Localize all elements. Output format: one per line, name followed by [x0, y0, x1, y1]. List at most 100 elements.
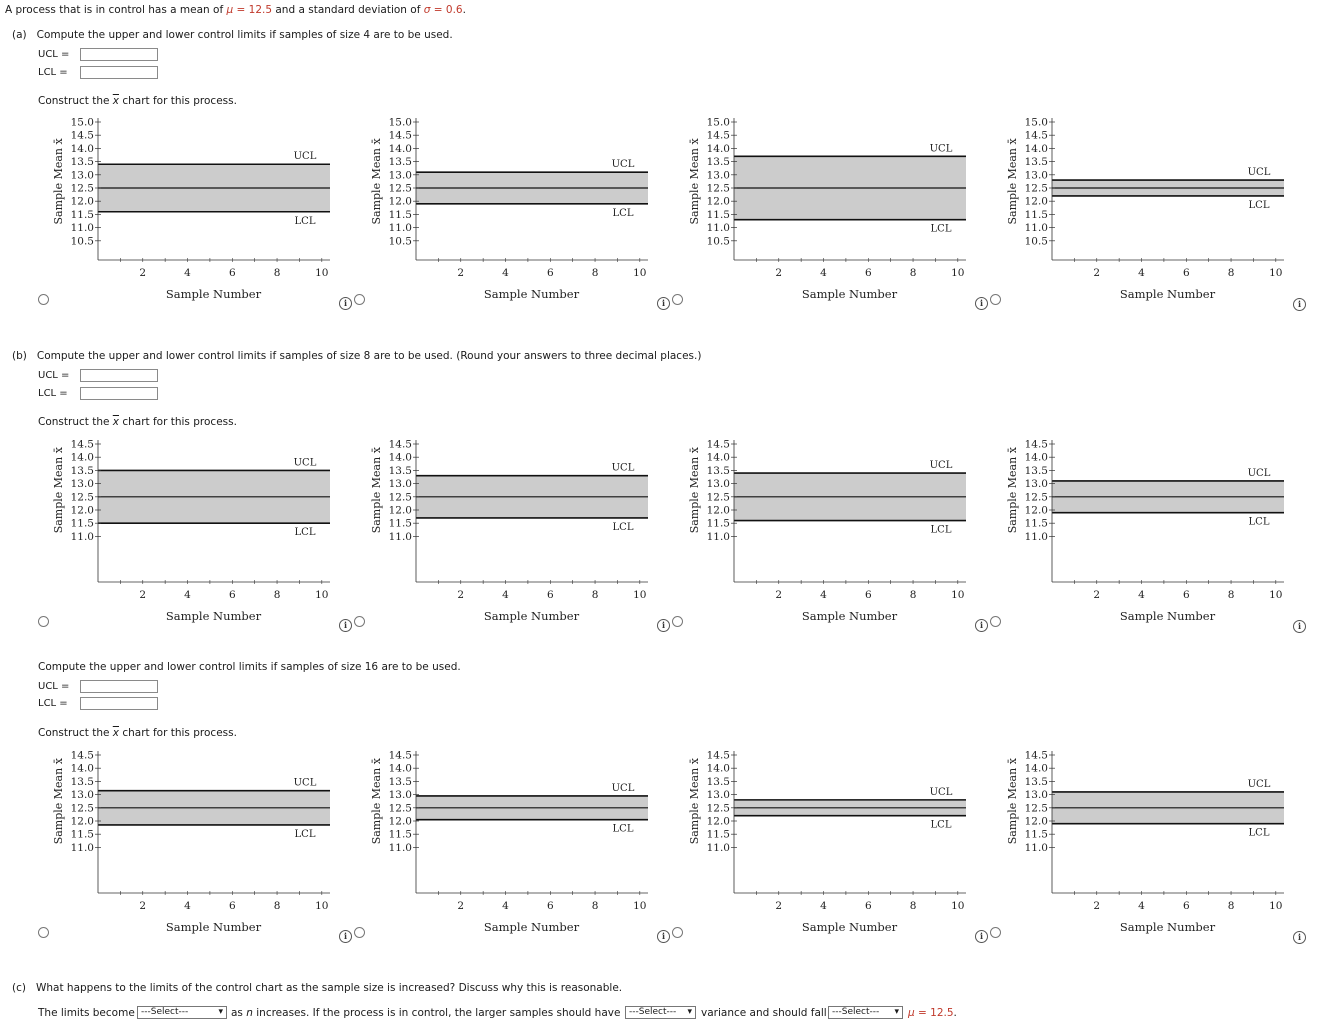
chart-option-radio[interactable]	[354, 294, 365, 305]
y-axis-label: Sample Mean x̄	[688, 138, 701, 225]
lcl-label: LCL	[931, 224, 952, 235]
chart-option-radio[interactable]	[990, 927, 1001, 938]
x-tick-label: 10	[633, 900, 646, 912]
y-tick-label: 14.5	[707, 130, 730, 142]
info-icon[interactable]: i	[975, 297, 988, 310]
x-tick-label: 8	[274, 900, 281, 912]
y-tick-label: 12.0	[389, 196, 412, 208]
y-tick-label: 13.0	[71, 789, 94, 801]
info-icon[interactable]: i	[1293, 931, 1306, 944]
x-tick-label: 4	[820, 589, 827, 601]
y-tick-label: 12.0	[389, 505, 412, 517]
chart-option-radio[interactable]	[990, 616, 1001, 627]
info-icon[interactable]: i	[975, 619, 988, 632]
chevron-down-icon: ▾	[218, 1007, 223, 1017]
variance-select[interactable]: ---Select--- ▾	[625, 1006, 696, 1019]
chevron-down-icon: ▾	[894, 1007, 899, 1017]
part-b2-construct-text: Construct the x chart for this process.	[38, 727, 237, 739]
limits-select[interactable]: ---Select--- ▾	[137, 1006, 227, 1019]
x-axis-label: Sample Number	[166, 609, 262, 623]
part-b-ucl-input[interactable]	[80, 369, 158, 382]
x-tick-label: 10	[1269, 900, 1282, 912]
x-tick-label: 2	[457, 900, 464, 912]
y-tick-label: 12.5	[1025, 491, 1048, 503]
info-icon[interactable]: i	[339, 930, 352, 943]
ucl-label: UCL =	[38, 49, 70, 60]
x-tick-label: 2	[1093, 267, 1100, 279]
y-tick-label: 13.5	[389, 465, 412, 477]
chart-option-radio[interactable]	[38, 616, 49, 627]
y-axis-label: Sample Mean x̄	[52, 138, 65, 225]
y-tick-label: 11.5	[707, 518, 730, 530]
y-tick-label: 14.0	[1025, 763, 1048, 775]
lcl-label: LCL	[1249, 517, 1270, 528]
x-tick-label: 10	[315, 900, 328, 912]
y-tick-label: 11.5	[389, 209, 412, 221]
y-tick-label: 13.0	[71, 169, 94, 181]
y-tick-label: 13.0	[707, 478, 730, 490]
info-icon[interactable]: i	[339, 619, 352, 632]
part-b2-ucl-row: UCL =	[38, 680, 158, 693]
y-tick-label: 14.5	[389, 439, 412, 451]
chart-option-radio[interactable]	[672, 927, 683, 938]
y-tick-label: 11.0	[1025, 531, 1048, 543]
y-tick-label: 14.0	[71, 452, 94, 464]
y-tick-label: 12.0	[1025, 196, 1048, 208]
chart-option-radio[interactable]	[38, 927, 49, 938]
control-chart-a-option-4: 10.511.011.512.012.5 13.013.514.014.515.0…	[1006, 117, 1284, 301]
y-tick-label: 14.5	[707, 750, 730, 762]
y-tick-label: 13.0	[1025, 789, 1048, 801]
x-axis-label: Sample Number	[802, 287, 898, 301]
info-icon[interactable]: i	[657, 297, 670, 310]
lcl-label: LCL	[1249, 200, 1270, 211]
y-tick-label: 11.0	[1025, 842, 1048, 854]
chart-option-radio[interactable]	[672, 294, 683, 305]
chart-option-radio[interactable]	[38, 294, 49, 305]
ucl-label: UCL	[612, 463, 635, 474]
part-b2-ucl-input[interactable]	[80, 680, 158, 693]
x-axis-label: Sample Number	[166, 920, 262, 934]
y-tick-label: 11.5	[71, 209, 94, 221]
part-a-ucl-input[interactable]	[80, 48, 158, 61]
y-tick-label: 11.0	[707, 531, 730, 543]
y-tick-label: 11.0	[707, 222, 730, 234]
part-b-lcl-input[interactable]	[80, 387, 158, 400]
y-tick-label: 13.5	[389, 156, 412, 168]
control-chart-b2-option-1: 11.011.512.0 12.513.013.514.014.5 2 4 6 8 10 Sa…	[52, 750, 330, 934]
x-tick-label: 10	[951, 267, 964, 279]
ucl-label: UCL	[294, 151, 317, 162]
y-tick-label: 13.5	[1025, 156, 1048, 168]
x-tick-label: 2	[775, 900, 782, 912]
control-chart-b-option-2: 11.011.512.0 12.513.013.514.014.5 2 4 6 8 10 Sa…	[370, 439, 648, 623]
y-tick-label: 13.5	[389, 776, 412, 788]
x-tick-label: 8	[274, 589, 281, 601]
y-tick-label: 12.0	[707, 505, 730, 517]
fall-select[interactable]: ---Select--- ▾	[828, 1006, 903, 1019]
part-c-sentence-3: variance and should fall	[701, 1007, 827, 1019]
x-tick-label: 10	[951, 900, 964, 912]
x-tick-label: 6	[547, 267, 554, 279]
chart-option-radio[interactable]	[672, 616, 683, 627]
info-icon[interactable]: i	[339, 297, 352, 310]
x-tick-label: 6	[547, 589, 554, 601]
y-tick-label: 14.5	[71, 130, 94, 142]
part-c-sentence-1: The limits become	[38, 1007, 135, 1019]
info-icon[interactable]: i	[657, 930, 670, 943]
lcl-label: LCL	[295, 527, 316, 538]
chart-option-radio[interactable]	[354, 927, 365, 938]
info-icon[interactable]: i	[657, 619, 670, 632]
x-tick-label: 4	[1138, 900, 1145, 912]
x-axis-label: Sample Number	[484, 287, 580, 301]
y-tick-label: 12.5	[71, 491, 94, 503]
part-b2-lcl-input[interactable]	[80, 697, 158, 710]
part-c-mu: μ = 12.5.	[908, 1007, 957, 1019]
info-icon[interactable]: i	[975, 930, 988, 943]
info-icon[interactable]: i	[1293, 620, 1306, 633]
chart-option-radio[interactable]	[990, 294, 1001, 305]
part-a-lcl-input[interactable]	[80, 66, 158, 79]
y-tick-label: 13.0	[389, 169, 412, 181]
chart-option-radio[interactable]	[354, 616, 365, 627]
info-icon[interactable]: i	[1293, 298, 1306, 311]
y-tick-label: 12.5	[707, 802, 730, 814]
y-tick-label: 14.0	[1025, 452, 1048, 464]
